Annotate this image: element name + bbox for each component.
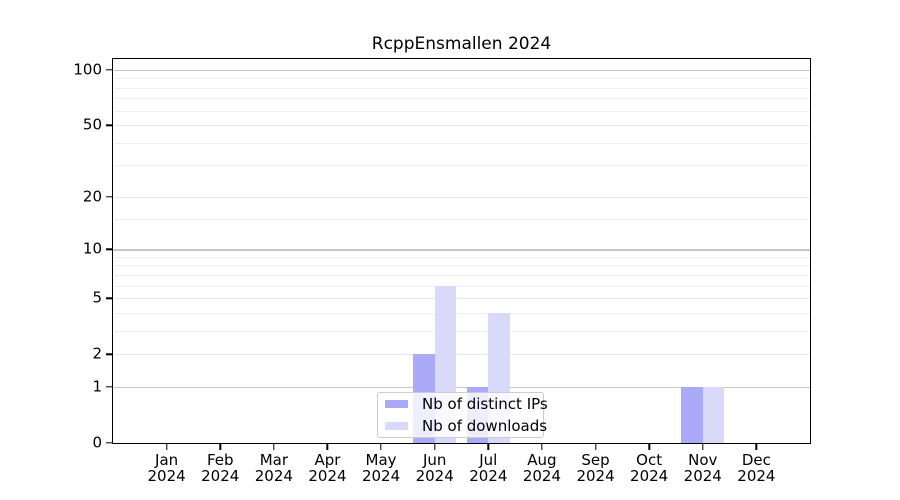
x-tick-label: Jun 2024 xyxy=(395,452,475,484)
x-tick-label-year: 2024 xyxy=(147,467,186,485)
gridline xyxy=(113,196,810,198)
legend-label-distinct-ips: Nb of distinct IPs xyxy=(422,395,548,413)
y-tick-label: 1 xyxy=(92,377,102,396)
y-tick-mark xyxy=(106,124,113,126)
x-tick-label-month: Sep xyxy=(581,451,610,469)
x-tick-mark xyxy=(165,443,168,450)
gridline xyxy=(113,298,810,300)
x-tick-label-year: 2024 xyxy=(469,467,508,485)
minor-gridline xyxy=(113,142,810,144)
x-tick-mark xyxy=(273,443,275,450)
x-tick-label: Aug 2024 xyxy=(502,452,582,484)
y-tick-mark xyxy=(106,196,113,198)
legend-label-downloads: Nb of downloads xyxy=(422,417,548,435)
minor-gridline xyxy=(113,330,810,332)
chart-title: RcppEnsmallen 2024 xyxy=(371,34,552,54)
y-tick-label: 50 xyxy=(82,115,102,134)
x-tick-label-month: Jan xyxy=(155,451,179,469)
y-tick-label: 20 xyxy=(82,187,102,206)
x-tick-label-year: 2024 xyxy=(361,467,401,485)
x-tick-label: Nov 2024 xyxy=(663,452,743,484)
x-tick-label-year: 2024 xyxy=(415,467,454,485)
x-tick-mark xyxy=(702,443,704,450)
x-tick-label-month: Apr xyxy=(314,451,341,469)
x-tick-label-year: 2024 xyxy=(522,467,562,485)
x-tick-mark xyxy=(219,443,221,450)
x-tick-label: Dec 2024 xyxy=(716,452,796,484)
x-tick-label-year: 2024 xyxy=(737,467,776,485)
minor-gridline xyxy=(113,265,810,267)
legend-item-downloads: Nb of downloads xyxy=(378,417,547,435)
x-tick-mark xyxy=(594,443,597,450)
legend: Nb of distinct IPs Nb of downloads xyxy=(377,392,548,438)
x-tick-label-year: 2024 xyxy=(683,467,722,485)
major-gridline xyxy=(113,386,810,389)
major-gridline xyxy=(113,70,810,72)
x-tick-label-month: Jun xyxy=(422,451,447,469)
minor-gridline xyxy=(113,165,810,167)
y-tick-label: 2 xyxy=(92,344,102,363)
x-tick-label: Sep 2024 xyxy=(556,452,636,484)
legend-swatch-distinct-ips xyxy=(385,400,408,408)
y-tick-mark xyxy=(106,353,113,355)
x-tick-label-month: Feb xyxy=(206,451,234,469)
y-tick-mark xyxy=(106,297,113,299)
bar-distinct-ips xyxy=(681,386,703,443)
x-tick-mark xyxy=(648,443,650,450)
x-tick-label-month: Mar xyxy=(259,451,288,469)
minor-gridline xyxy=(113,218,810,220)
x-tick-label: Feb 2024 xyxy=(180,452,260,484)
x-tick-label: Oct 2024 xyxy=(609,452,689,484)
x-tick-mark xyxy=(380,443,382,450)
y-tick-mark xyxy=(106,69,113,71)
x-tick-label-month: Dec xyxy=(741,451,771,469)
x-tick-mark xyxy=(755,443,758,450)
x-tick-label-year: 2024 xyxy=(630,467,669,485)
minor-gridline xyxy=(113,274,810,276)
bar-downloads xyxy=(702,386,725,443)
y-tick-mark xyxy=(106,442,113,444)
x-tick-label: May 2024 xyxy=(341,452,421,484)
x-tick-label-month: May xyxy=(365,451,397,469)
x-tick-label: Apr 2024 xyxy=(287,452,367,484)
major-gridline xyxy=(113,249,810,251)
y-tick-mark xyxy=(106,248,113,250)
minor-gridline xyxy=(113,78,810,80)
x-tick-label-month: Oct xyxy=(636,451,663,469)
minor-gridline xyxy=(113,285,810,287)
x-tick-label-month: Nov xyxy=(688,451,718,469)
x-tick-label: Jan 2024 xyxy=(127,452,207,484)
x-tick-mark xyxy=(487,443,489,450)
x-tick-label-year: 2024 xyxy=(576,467,615,485)
x-tick-label-year: 2024 xyxy=(308,467,347,485)
y-tick-label: 5 xyxy=(92,288,102,307)
legend-item-distinct-ips: Nb of distinct IPs xyxy=(378,395,548,413)
x-tick-label-month: Aug xyxy=(527,451,557,469)
y-tick-mark xyxy=(106,386,113,388)
minor-gridline xyxy=(113,312,810,314)
y-tick-label: 0 xyxy=(92,433,102,452)
x-tick-mark xyxy=(326,443,329,450)
x-tick-label: Jul 2024 xyxy=(448,452,528,484)
gridline xyxy=(113,125,810,127)
y-tick-label: 100 xyxy=(73,60,102,79)
x-tick-label-year: 2024 xyxy=(201,467,240,485)
legend-swatch-downloads xyxy=(385,422,408,430)
x-tick-mark xyxy=(433,443,436,450)
x-tick-label-month: Jul xyxy=(479,451,498,469)
plot-area: 0 1 2 5 10 20 50 100 Jan 2024 Feb 2024 Mar 2024 Apr 202… xyxy=(73,58,811,484)
x-tick-label-year: 2024 xyxy=(254,467,293,485)
minor-gridline xyxy=(113,87,810,89)
x-tick-label: Mar 2024 xyxy=(234,452,314,484)
gridline xyxy=(113,354,810,356)
y-tick-label: 10 xyxy=(82,239,102,258)
minor-gridline xyxy=(113,110,810,112)
minor-gridline xyxy=(113,98,810,100)
minor-gridline xyxy=(113,256,810,258)
x-tick-mark xyxy=(541,443,543,450)
